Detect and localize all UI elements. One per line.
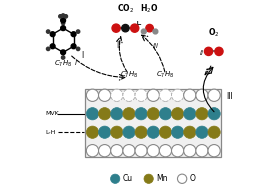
Circle shape bbox=[153, 29, 158, 34]
Circle shape bbox=[123, 108, 135, 120]
Circle shape bbox=[146, 24, 153, 32]
Circle shape bbox=[208, 108, 220, 120]
Text: III: III bbox=[226, 91, 233, 101]
Text: MVK: MVK bbox=[45, 111, 59, 116]
Circle shape bbox=[86, 108, 99, 120]
Circle shape bbox=[208, 145, 220, 157]
Text: O: O bbox=[189, 174, 196, 183]
Circle shape bbox=[147, 108, 159, 120]
Circle shape bbox=[204, 47, 213, 56]
Circle shape bbox=[111, 89, 123, 101]
Circle shape bbox=[147, 89, 159, 101]
Circle shape bbox=[172, 145, 184, 157]
Circle shape bbox=[196, 89, 208, 101]
Circle shape bbox=[184, 89, 196, 101]
Text: +: + bbox=[133, 20, 142, 30]
Circle shape bbox=[159, 126, 172, 138]
Circle shape bbox=[98, 145, 111, 157]
Circle shape bbox=[86, 89, 99, 101]
Text: Cu: Cu bbox=[123, 174, 133, 183]
Circle shape bbox=[50, 44, 55, 49]
Circle shape bbox=[64, 15, 68, 18]
Text: H$_2$O: H$_2$O bbox=[141, 3, 159, 15]
Circle shape bbox=[86, 145, 99, 157]
Text: C$_7$H$_8$: C$_7$H$_8$ bbox=[120, 70, 138, 80]
Circle shape bbox=[147, 126, 159, 138]
Circle shape bbox=[111, 108, 123, 120]
Circle shape bbox=[159, 89, 172, 101]
Circle shape bbox=[123, 89, 135, 101]
Circle shape bbox=[111, 126, 123, 138]
Circle shape bbox=[98, 89, 111, 101]
Circle shape bbox=[98, 108, 111, 120]
Text: L-H: L-H bbox=[45, 130, 56, 135]
Text: C$_7$H$_8$: C$_7$H$_8$ bbox=[54, 59, 72, 69]
Circle shape bbox=[122, 24, 129, 32]
Circle shape bbox=[111, 145, 123, 157]
Circle shape bbox=[135, 145, 147, 157]
Text: I: I bbox=[81, 51, 84, 60]
Circle shape bbox=[177, 174, 187, 183]
Text: CO$_2$: CO$_2$ bbox=[117, 3, 134, 15]
Circle shape bbox=[159, 108, 172, 120]
Circle shape bbox=[61, 26, 65, 31]
Text: C$_7$H$_8$: C$_7$H$_8$ bbox=[156, 70, 175, 80]
Circle shape bbox=[59, 15, 62, 18]
Circle shape bbox=[131, 24, 139, 32]
Text: II: II bbox=[117, 41, 121, 50]
Circle shape bbox=[71, 32, 76, 37]
Circle shape bbox=[71, 44, 76, 49]
Circle shape bbox=[46, 47, 50, 50]
Circle shape bbox=[144, 174, 153, 183]
Circle shape bbox=[86, 126, 99, 138]
Circle shape bbox=[208, 126, 220, 138]
Circle shape bbox=[112, 24, 120, 32]
Circle shape bbox=[61, 18, 65, 23]
Circle shape bbox=[172, 108, 184, 120]
Circle shape bbox=[61, 14, 65, 17]
Circle shape bbox=[61, 56, 65, 59]
Circle shape bbox=[172, 126, 184, 138]
Circle shape bbox=[196, 145, 208, 157]
Circle shape bbox=[61, 50, 65, 55]
Circle shape bbox=[123, 145, 135, 157]
Text: O$_2$: O$_2$ bbox=[208, 27, 219, 39]
Circle shape bbox=[123, 126, 135, 138]
Bar bbox=[86, 89, 221, 157]
Text: iii: iii bbox=[153, 43, 159, 49]
Circle shape bbox=[111, 174, 120, 183]
Circle shape bbox=[50, 32, 55, 37]
Circle shape bbox=[76, 47, 80, 50]
Circle shape bbox=[172, 89, 184, 101]
Circle shape bbox=[135, 108, 147, 120]
Text: ii: ii bbox=[200, 50, 204, 56]
Circle shape bbox=[61, 21, 65, 25]
Text: i: i bbox=[75, 60, 77, 66]
Circle shape bbox=[141, 29, 146, 34]
Circle shape bbox=[135, 126, 147, 138]
Circle shape bbox=[159, 145, 172, 157]
Circle shape bbox=[147, 145, 159, 157]
Circle shape bbox=[76, 30, 80, 33]
Circle shape bbox=[98, 126, 111, 138]
Circle shape bbox=[196, 126, 208, 138]
Text: Mn: Mn bbox=[156, 174, 167, 183]
Circle shape bbox=[208, 89, 220, 101]
Circle shape bbox=[184, 126, 196, 138]
Circle shape bbox=[196, 108, 208, 120]
Circle shape bbox=[46, 30, 50, 33]
Circle shape bbox=[215, 47, 223, 56]
Circle shape bbox=[184, 108, 196, 120]
Circle shape bbox=[184, 145, 196, 157]
Circle shape bbox=[135, 89, 147, 101]
